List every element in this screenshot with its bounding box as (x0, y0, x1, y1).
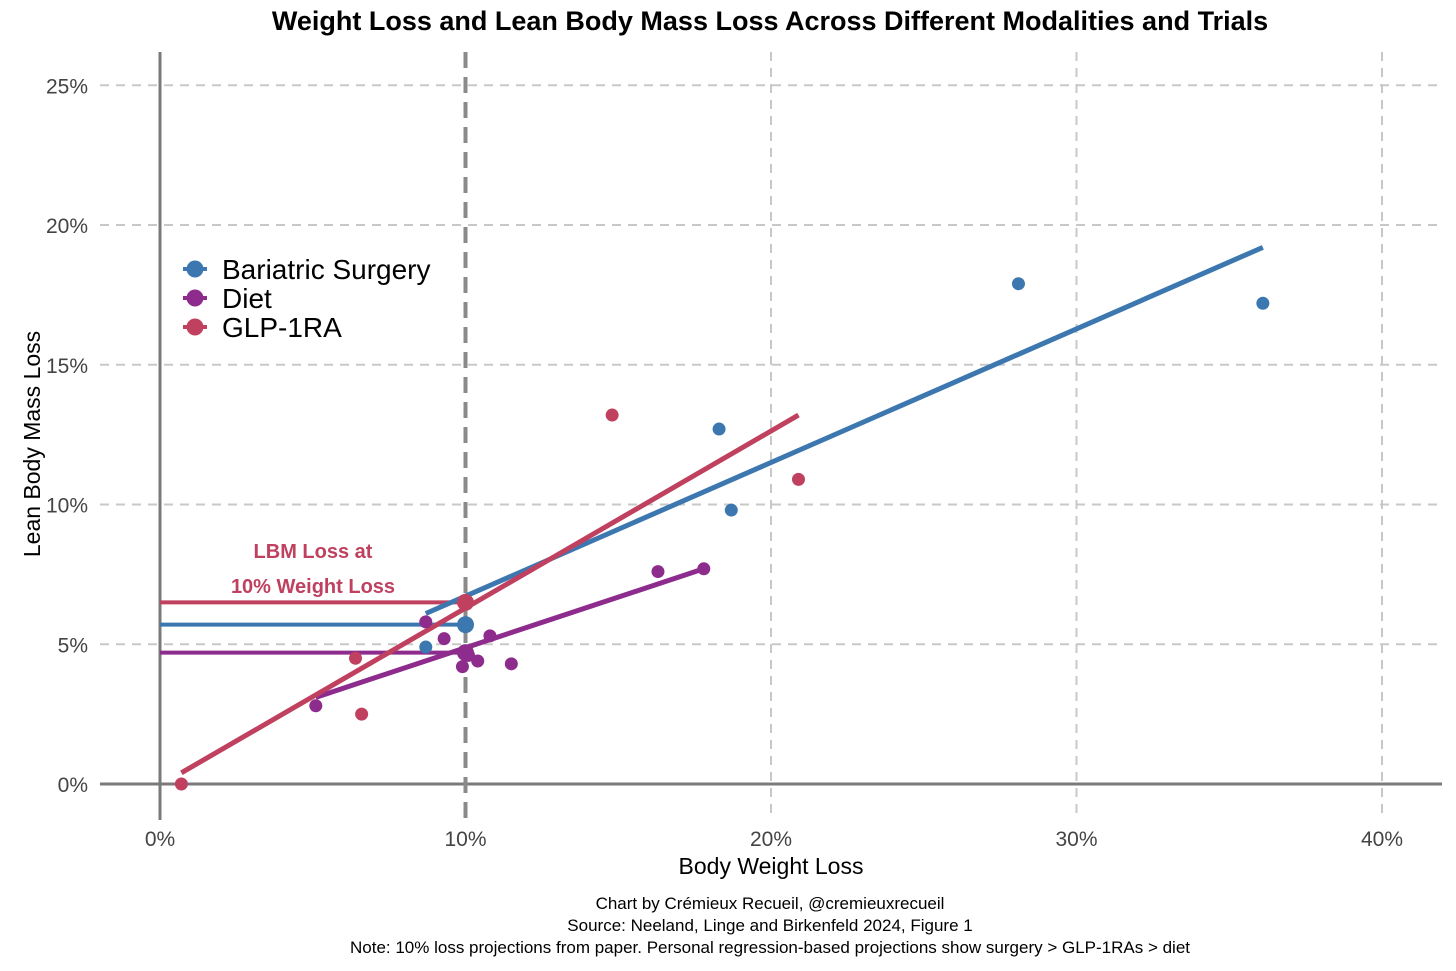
projection-point-glp-1ra (457, 593, 474, 611)
caption-credit: Chart by Crémieux Recueil, @cremieuxrecu… (595, 894, 945, 913)
caption-note: Note: 10% loss projections from paper. P… (349, 938, 1191, 957)
caption-source: Source: Neeland, Linge and Birkenfeld 20… (567, 916, 973, 935)
data-point-glp-1ra (174, 777, 188, 791)
x-tick-label: 10% (444, 828, 486, 851)
legend-marker (186, 260, 204, 278)
data-point-bariatric-surgery (1011, 277, 1025, 291)
x-tick-label: 20% (750, 828, 792, 851)
fit-lines (180, 245, 1264, 775)
chart-title: Weight Loss and Lean Body Mass Loss Acro… (271, 6, 1269, 36)
data-point-diet (419, 615, 433, 629)
y-tick-label: 20% (46, 215, 88, 238)
data-point-glp-1ra (349, 651, 363, 665)
data-point-bariatric-surgery (724, 503, 738, 517)
data-point-diet (437, 632, 451, 646)
y-tick-label: 0% (58, 774, 88, 797)
data-point-glp-1ra (791, 472, 805, 486)
data-point-diet (471, 654, 485, 668)
x-tick-label: 40% (1361, 828, 1403, 851)
fit-line-diet (315, 566, 705, 700)
data-point-glp-1ra (355, 707, 369, 721)
projection-point-diet (457, 644, 474, 662)
axes (100, 52, 1442, 820)
legend-label: Bariatric Surgery (222, 254, 431, 285)
x-tick-label: 30% (1055, 828, 1097, 851)
data-point-bariatric-surgery (419, 640, 433, 654)
data-point-diet (651, 565, 665, 579)
annotation: LBM Loss at 10% Weight Loss (231, 541, 395, 598)
y-tick-label: 25% (46, 75, 88, 98)
legend-label: Diet (222, 283, 272, 314)
y-tick-label: 5% (58, 634, 88, 657)
tick-labels: 0% 5% 10% 15% 20% 25% 0% 10% 20% 30% 40% (46, 75, 1403, 851)
data-point-diet (504, 657, 518, 671)
y-tick-label: 10% (46, 495, 88, 518)
x-axis-label: Body Weight Loss (679, 853, 864, 879)
y-axis-label: Lean Body Mass Loss (19, 331, 45, 557)
annotation-line-2: 10% Weight Loss (231, 576, 395, 598)
projection-point-bariatric-surgery (457, 616, 474, 634)
y-tick-label: 15% (46, 355, 88, 378)
data-point-diet (483, 629, 497, 643)
data-point-bariatric-surgery (1256, 296, 1270, 310)
data-point-diet (455, 660, 469, 674)
projection-lines (160, 600, 466, 655)
legend-label: GLP-1RA (222, 312, 342, 343)
data-points (174, 277, 1270, 791)
data-point-diet (309, 699, 323, 713)
grid-lines (100, 52, 1442, 820)
x-tick-label: 0% (145, 828, 175, 851)
data-point-diet (697, 562, 711, 576)
legend-marker (186, 318, 204, 336)
data-point-glp-1ra (605, 408, 619, 422)
data-point-bariatric-surgery (712, 422, 726, 436)
legend-marker (186, 289, 204, 307)
annotation-line-1: LBM Loss at (254, 541, 373, 563)
fit-line-glp-1ra (180, 412, 800, 775)
